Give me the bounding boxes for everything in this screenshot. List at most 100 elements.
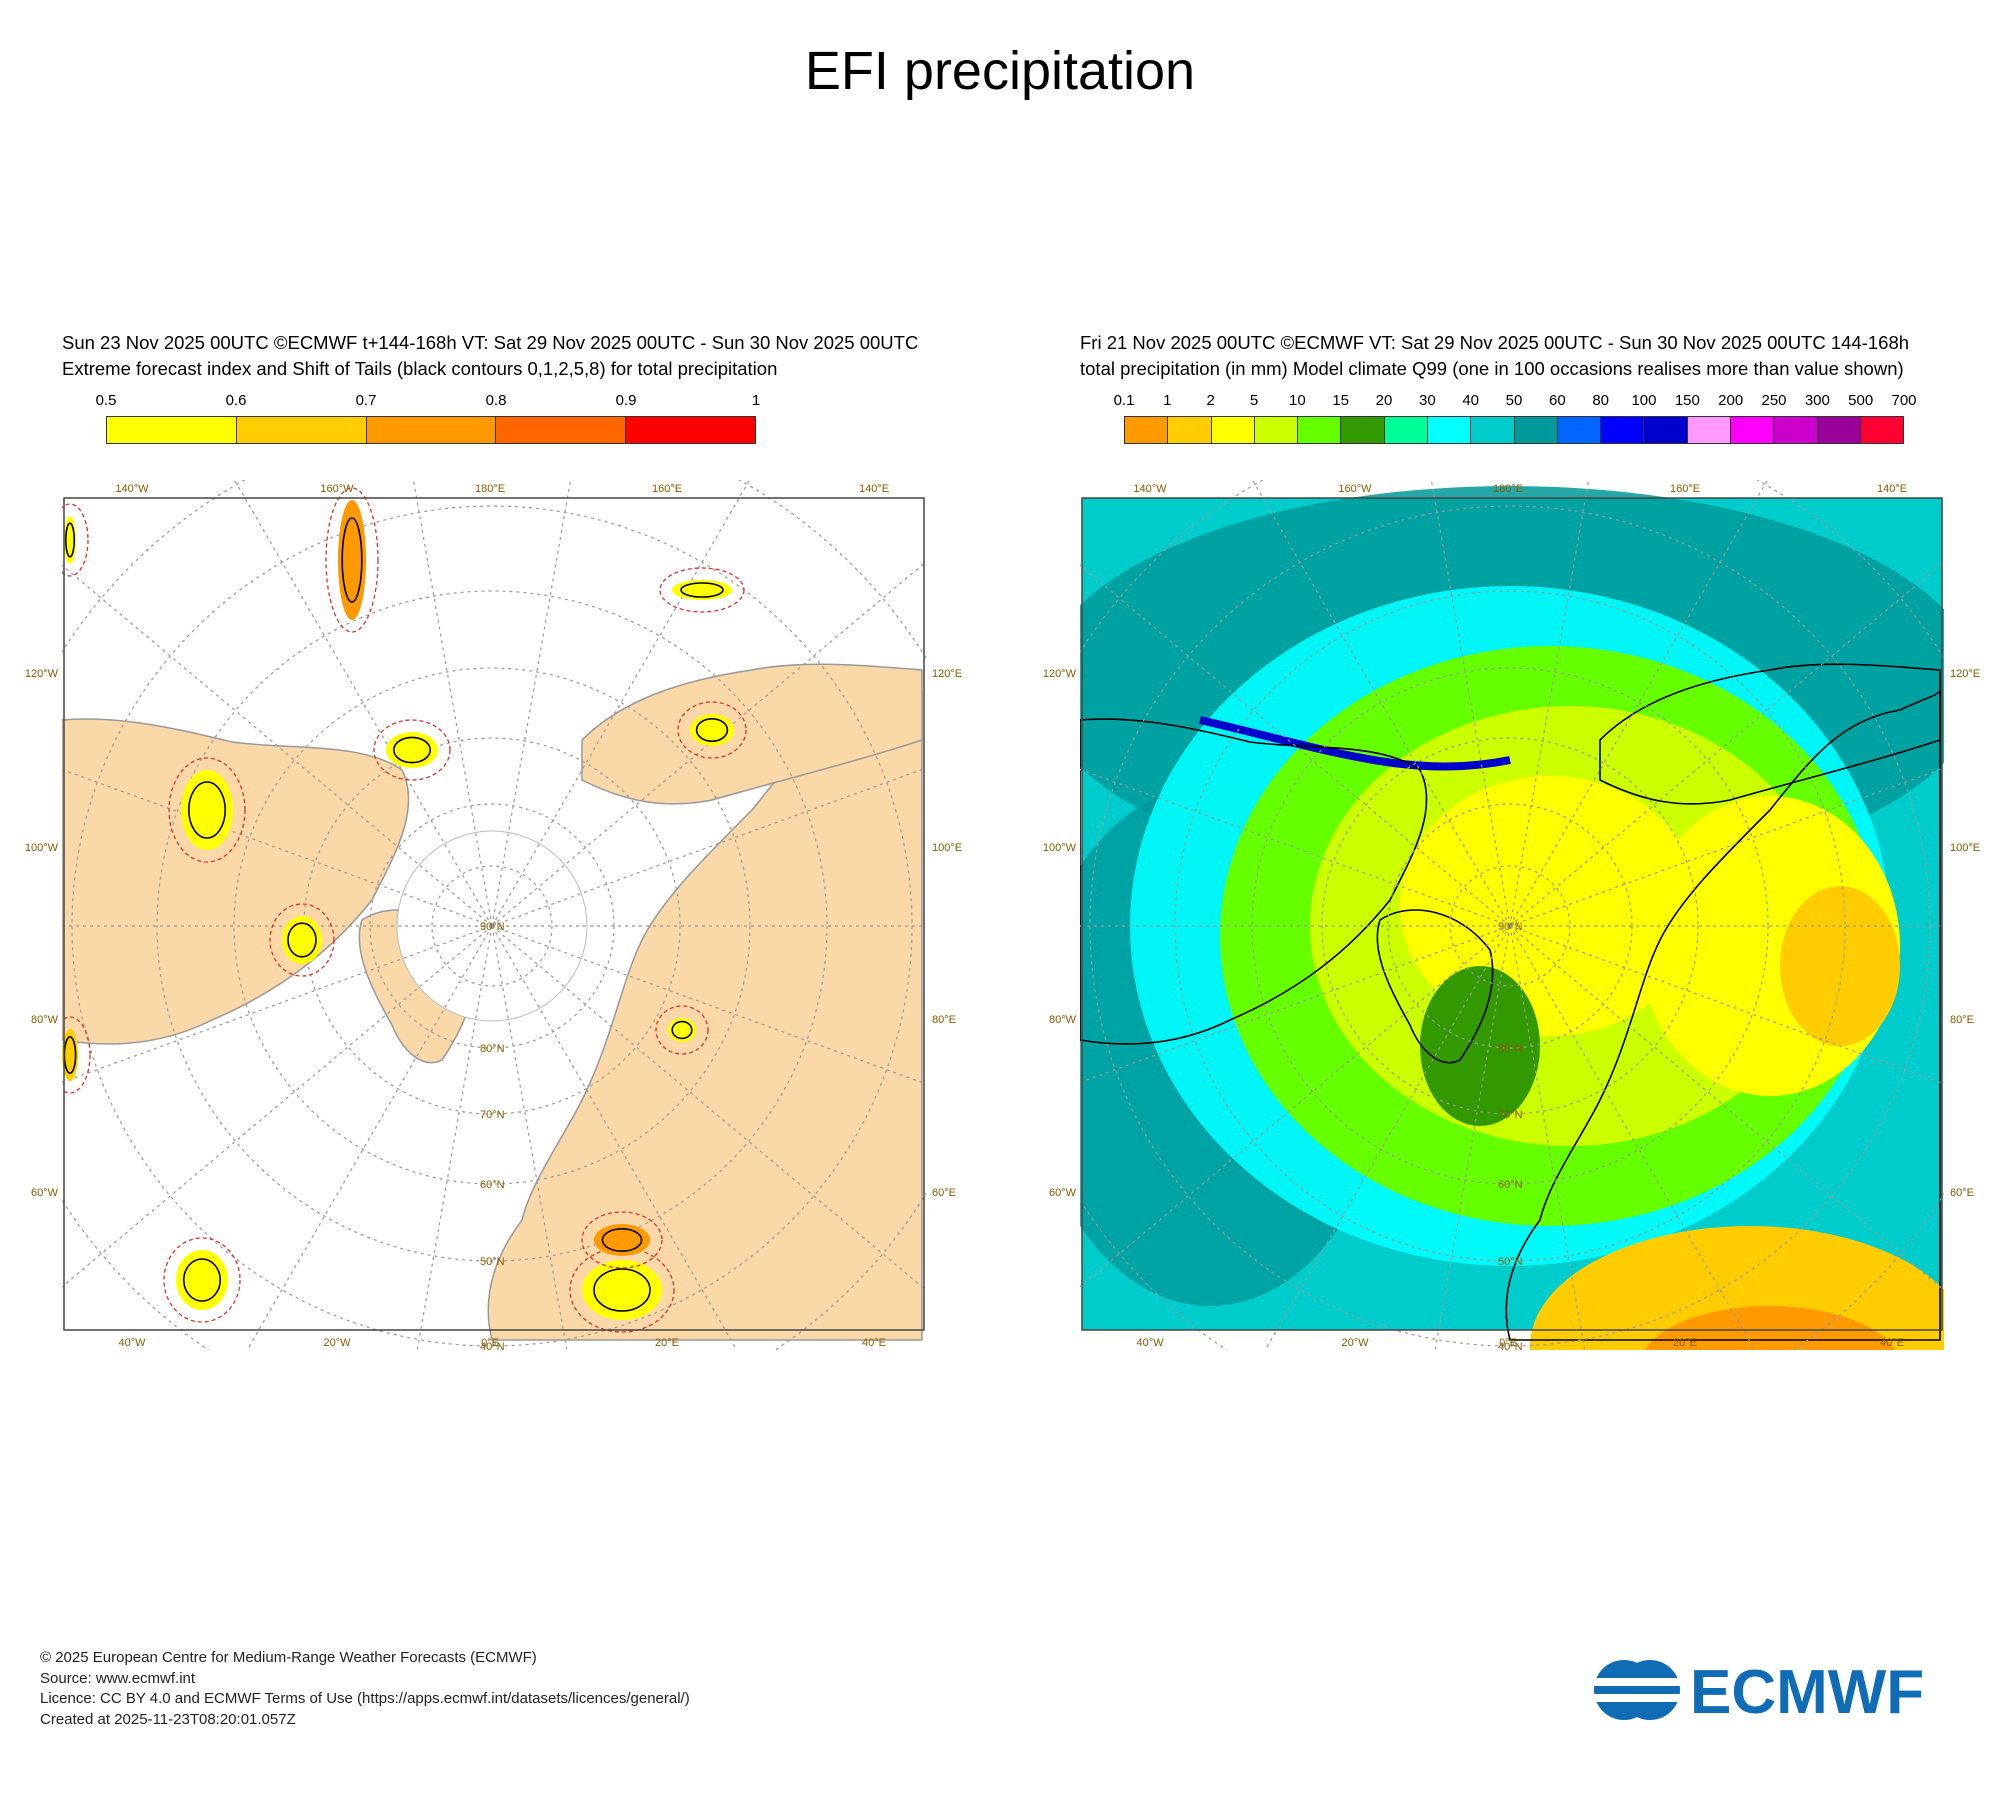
- sot-contour: [287, 922, 317, 958]
- sot-contour: [680, 582, 724, 598]
- efi-contour: [163, 1237, 241, 1323]
- longitude-label-left: 120°W: [24, 668, 58, 680]
- climate-colorbar-swatch: [1254, 417, 1299, 443]
- climate-colorbar-tick: 0.1: [1113, 392, 1135, 409]
- meridian-line: [416, 925, 493, 1350]
- climate-colorbar-swatch: [1601, 417, 1645, 443]
- climate-colorbar-tick: 30: [1418, 392, 1436, 409]
- efi-contour: [677, 701, 747, 759]
- ecmwf-logo: ECMWF: [1592, 1658, 1924, 1725]
- efi-contour: [569, 1247, 675, 1333]
- latitude-circle: [1174, 590, 1846, 1262]
- footer: © 2025 European Centre for Medium-Range …: [40, 1648, 690, 1730]
- sot-contour: [671, 1020, 693, 1040]
- coastline: [1376, 909, 1494, 1064]
- efi-colorbar-boxes: [106, 416, 756, 444]
- meridian-line: [491, 925, 926, 1085]
- efi-contour: [168, 757, 246, 863]
- precip-coast-band: [1199, 716, 1511, 771]
- source-text: Source: www.ecmwf.int: [40, 1669, 196, 1687]
- efi-header-line1: Sun 23 Nov 2025 00UTC ©ECMWF t+144-168h …: [62, 332, 919, 353]
- precip-scandinavia: [1420, 966, 1540, 1126]
- efi-colorbar-swatch: [626, 417, 755, 443]
- coastline: [1599, 663, 1941, 805]
- climate-colorbar-tick: 60: [1548, 392, 1566, 409]
- longitude-label-left: 80°W: [1048, 1014, 1076, 1026]
- climate-colorbar-ticks: 0.1 1 2 5 10 15 20 30 40 50 60 80 100 150 200 250 300 500…: [1114, 392, 1917, 412]
- efi-map: 30°N40°N50°N60°N70°N80°N90°N140°W160°W18…: [62, 480, 926, 1350]
- meridian-line: [1509, 767, 1944, 927]
- meridian-line: [1430, 480, 1511, 927]
- longitude-label-bottom: 20°W: [323, 1337, 351, 1349]
- latitude-circle: [156, 590, 828, 1262]
- climate-colorbar-swatch: [1427, 417, 1472, 443]
- latitude-label: 40°N: [1498, 1341, 1523, 1350]
- sot-contour: [65, 522, 75, 558]
- longitude-label-top: 140°W: [115, 483, 149, 495]
- meridian-line: [491, 480, 572, 927]
- meridian-line: [1509, 925, 1944, 1085]
- climate-colorbar-swatch: [1514, 417, 1558, 443]
- latitude-label: 80°N: [1498, 1043, 1523, 1055]
- climate-colorbar-swatch: [1168, 417, 1212, 443]
- latitude-label: 60°N: [480, 1179, 505, 1191]
- efi-contour: [655, 1005, 709, 1055]
- meridian-line: [491, 925, 568, 1350]
- climate-colorbar-swatch: [1730, 417, 1775, 443]
- latitude-label: 90°N: [480, 921, 505, 933]
- sot-contour: [341, 517, 363, 603]
- meridian-line: [1509, 925, 1586, 1350]
- meridian-line: [62, 925, 493, 1084]
- latitude-label: 80°N: [480, 1043, 505, 1055]
- climate-map-svg: 30°N40°N50°N60°N70°N80°N90°N140°W160°W18…: [1080, 480, 1944, 1350]
- longitude-label-right: 100°E: [1950, 842, 1981, 854]
- precip-orange-asia: [1780, 886, 1900, 1046]
- efi-contour: [269, 903, 335, 977]
- meridian-line: [1509, 561, 1944, 927]
- climate-colorbar-swatch: [1860, 417, 1904, 443]
- latitude-label: 50°N: [1498, 1256, 1523, 1268]
- meridian-line: [1509, 480, 1769, 927]
- efi-map-svg: 30°N40°N50°N60°N70°N80°N90°N140°W160°W18…: [62, 480, 926, 1350]
- efi-colorbar-swatch: [236, 417, 367, 443]
- longitude-label-left: 60°W: [30, 1187, 58, 1199]
- efi-colorbar-swatch: [107, 417, 237, 443]
- climate-colorbar-swatch: [1211, 417, 1255, 443]
- longitude-label-bottom: 40°W: [1136, 1337, 1164, 1349]
- meridian-line: [491, 561, 926, 927]
- meridian-line: [491, 767, 926, 927]
- landmass: [581, 663, 923, 805]
- latitude-label: 40°N: [480, 1341, 505, 1350]
- climate-colorbar-tick: 40: [1462, 392, 1479, 409]
- climate-colorbar-tick: 150: [1674, 392, 1700, 409]
- climate-colorbar-tick: 100: [1631, 392, 1657, 409]
- page-title: EFI precipitation: [804, 41, 1196, 101]
- climate-header-line1: Fri 21 Nov 2025 00UTC ©ECMWF VT: Sat 29 …: [1080, 332, 1910, 353]
- climate-colorbar-swatch: [1125, 417, 1169, 443]
- longitude-label-left: 100°W: [1042, 842, 1076, 854]
- climate-colorbar-tick: 300: [1804, 392, 1830, 409]
- climate-colorbar-boxes: [1124, 416, 1904, 444]
- climate-colorbar-swatch: [1471, 417, 1515, 443]
- longitude-label-right: 100°E: [932, 842, 963, 854]
- ecmwf-logo-text: ECMWF: [1690, 1658, 1924, 1725]
- efi-contour: [581, 1211, 663, 1269]
- efi-anomalies: [62, 487, 747, 1333]
- longitude-label-top: 160°E: [652, 483, 682, 495]
- climate-colorbar-tick: 700: [1891, 392, 1917, 409]
- sot-contour: [392, 736, 431, 764]
- meridian-line: [1509, 925, 1756, 1350]
- longitude-label-bottom: 40°W: [118, 1337, 146, 1349]
- climate-colorbar-tick: 20: [1375, 392, 1393, 409]
- meridian-line: [412, 480, 493, 927]
- meridian-line: [491, 925, 926, 1291]
- longitude-label-top: 140°E: [1877, 483, 1907, 495]
- longitude-label-top: 140°E: [859, 483, 889, 495]
- longitude-label-bottom: 40°E: [862, 1337, 886, 1349]
- longitude-label-top: 160°W: [320, 483, 354, 495]
- meridian-line: [62, 925, 493, 1288]
- copyright-text: © 2025 European Centre for Medium-Range …: [40, 1649, 537, 1666]
- landmass: [62, 718, 410, 1045]
- longitude-label-top: 180°E: [475, 483, 505, 495]
- efi-contour: [659, 567, 745, 613]
